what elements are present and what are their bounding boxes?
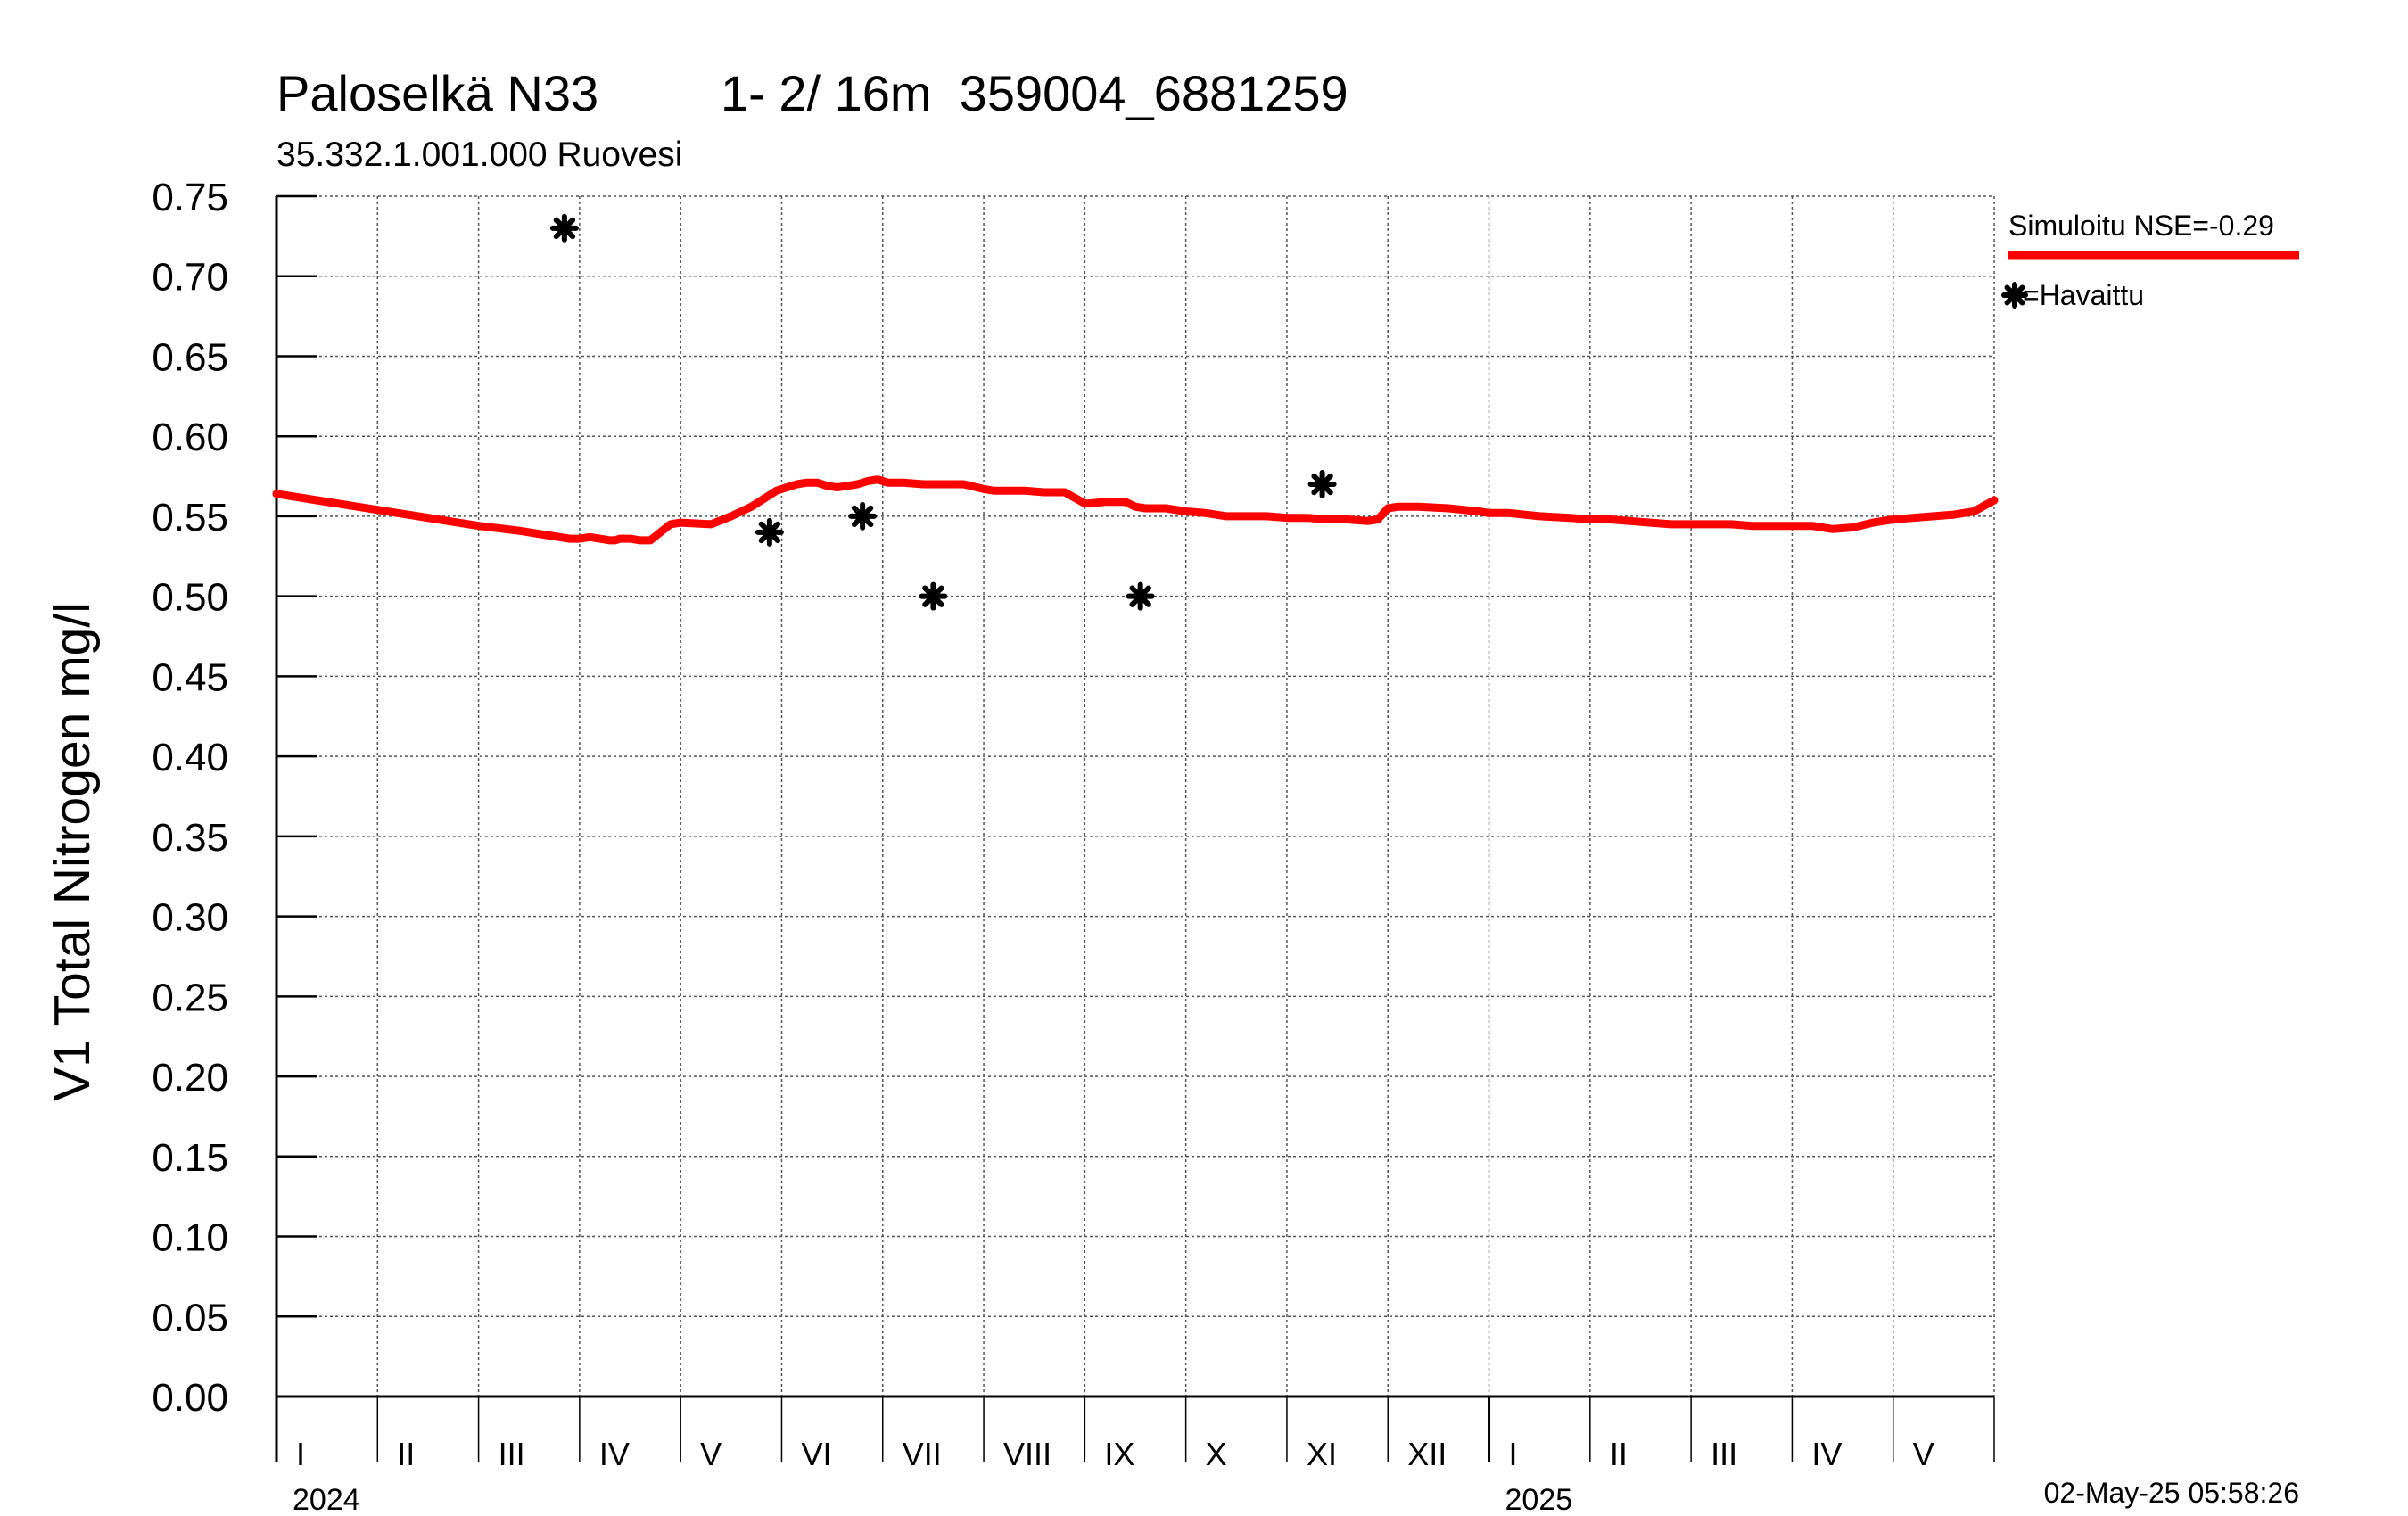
legend-label-observed: =Havaittu [2023, 279, 2144, 311]
observed-point [1307, 470, 1337, 499]
month-label: III [1711, 1436, 1737, 1472]
observed-point [848, 501, 878, 531]
y-tick-label: 0.30 [152, 896, 228, 940]
year-label: 2025 [1505, 1483, 1573, 1516]
series-line-simulated [272, 475, 1999, 545]
y-tick-label: 0.65 [152, 335, 228, 379]
y-tick-label: 0.50 [152, 576, 228, 620]
chart-titles: Paloselkä N33 1- 2/ 16m 359004_6881259 3… [44, 65, 1348, 1101]
y-tick-label: 0.55 [152, 496, 228, 540]
observed-point [755, 517, 784, 547]
chart-title: Paloselkä N33 [276, 65, 598, 121]
series-layer [272, 213, 1999, 611]
legend: Simuloitu NSE=-0.29 =Havaittu [2001, 210, 2299, 311]
month-label: II [1610, 1436, 1628, 1472]
chart-subtitle: 35.332.1.001.000 Ruovesi [276, 136, 682, 174]
y-tick-label: 0.35 [152, 816, 228, 860]
observed-point [1126, 581, 1155, 611]
timestamp: 02-May-25 05:58:26 [2044, 1477, 2299, 1509]
y-tick-label: 0.45 [152, 655, 228, 699]
grid-layer [276, 195, 1995, 1397]
legend-label-simulated: Simuloitu NSE=-0.29 [2008, 210, 2274, 242]
month-label: IX [1104, 1436, 1134, 1472]
observed-point [549, 213, 579, 243]
y-tick-label: 0.40 [152, 736, 228, 779]
y-tick-label: 0.00 [152, 1376, 228, 1420]
chart-title-detail: 1- 2/ 16m 359004_6881259 [721, 65, 1348, 121]
year-label: 2024 [293, 1483, 360, 1516]
month-label: IV [599, 1436, 630, 1472]
y-tick-label: 0.70 [152, 256, 228, 300]
legend-marker-observed [2001, 282, 2028, 309]
y-tick-label: 0.25 [152, 976, 228, 1019]
observed-point [919, 581, 948, 611]
y-tick-label: 0.20 [152, 1056, 228, 1100]
month-label: XI [1307, 1436, 1337, 1472]
y-tick-label: 0.60 [152, 416, 228, 459]
month-label: II [397, 1436, 415, 1472]
y-tick-label: 0.05 [152, 1296, 228, 1339]
month-label: XII [1407, 1436, 1447, 1472]
month-label: VIII [1003, 1436, 1051, 1472]
month-label: VI [801, 1436, 831, 1472]
month-label: III [499, 1436, 525, 1472]
axes-layer: 0.00 0.05 0.10 0.15 0.20 0.25 0.30 0.35 0.40 0.45… [152, 176, 1995, 1516]
month-label: I [296, 1436, 305, 1472]
month-label: V [1913, 1436, 1934, 1472]
month-label: V [700, 1436, 722, 1472]
month-label: IV [1811, 1436, 1842, 1472]
y-tick-label: 0.10 [152, 1216, 228, 1260]
y-axis-label: V1 Total Nitrogen mg/l [44, 602, 101, 1101]
y-tick-label: 0.75 [152, 176, 228, 219]
month-label: VII [903, 1436, 942, 1472]
month-label: I [1509, 1436, 1518, 1472]
y-tick-label: 0.15 [152, 1136, 228, 1180]
month-label: X [1206, 1436, 1227, 1472]
